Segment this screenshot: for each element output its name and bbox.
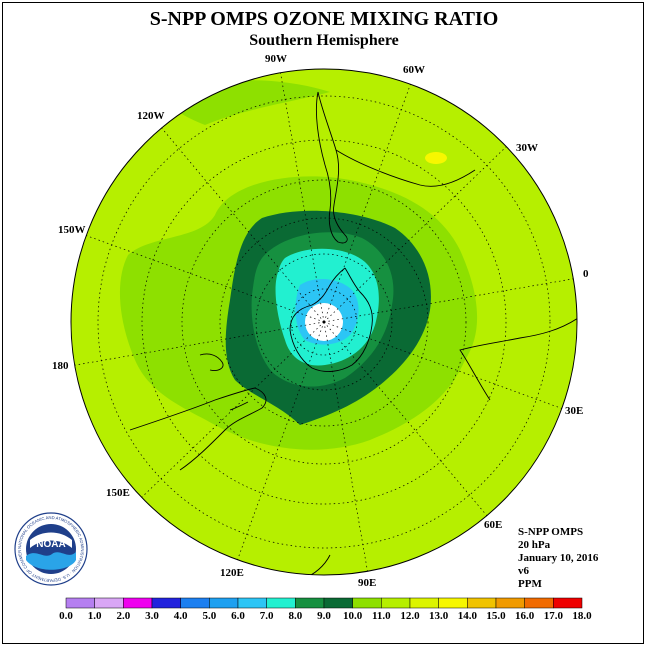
colorbar-tick-label: 10.0 xyxy=(343,610,363,622)
colorbar-swatch xyxy=(209,597,239,609)
colorbar-swatch xyxy=(266,597,296,609)
colorbar-swatch xyxy=(180,597,210,609)
lon-label-120e: 120E xyxy=(220,567,244,579)
colorbar: 0.0 1.0 2.0 3.0 4.0 5.0 6.0 7.0 8.0 9.0 10.0 11.0 12… xyxy=(59,597,592,622)
info-units: PPM xyxy=(518,578,542,590)
lon-label-60e: 60E xyxy=(484,519,502,531)
colorbar-swatch xyxy=(553,597,583,609)
meridians xyxy=(71,69,577,575)
latitude-circles xyxy=(97,95,551,549)
colorbar-tick-label: 14.0 xyxy=(458,610,478,622)
colorbar-tick-label: 6.0 xyxy=(231,610,245,622)
lon-label-180: 180 xyxy=(52,360,69,372)
info-level: 20 hPa xyxy=(518,539,551,551)
lon-label-150w: 150W xyxy=(58,224,86,236)
lon-label-120w: 120W xyxy=(137,110,165,122)
colorbar-swatch xyxy=(524,597,554,609)
colorbar-tick-label: 0.0 xyxy=(59,610,73,622)
colorbar-swatch xyxy=(151,597,181,609)
map-subtitle: Southern Hemisphere xyxy=(249,32,399,49)
colorbar-tick-label: 13.0 xyxy=(429,610,449,622)
lon-label-60w: 60W xyxy=(403,64,425,76)
colorbar-swatch xyxy=(65,597,95,609)
lon-label-0: 0 xyxy=(583,268,589,280)
colorbar-swatch xyxy=(438,597,468,609)
colorbar-swatch xyxy=(94,597,124,609)
info-block: S-NPP OMPS 20 hPa January 10, 2016 v6 PP… xyxy=(518,526,598,591)
colorbar-tick-label: 18.0 xyxy=(572,610,592,622)
colorbar-swatch xyxy=(237,597,267,609)
ozone-field xyxy=(71,69,577,575)
colorbar-swatch xyxy=(123,597,153,609)
colorbar-tick-label: 9.0 xyxy=(317,610,331,622)
colorbar-tick-label: 8.0 xyxy=(288,610,302,622)
lon-label-90e: 90E xyxy=(358,577,376,589)
info-date: January 10, 2016 xyxy=(518,552,599,564)
colorbar-swatch xyxy=(467,597,497,609)
logo-text: NOAA xyxy=(36,539,65,550)
colorbar-tick-label: 17.0 xyxy=(544,610,564,622)
colorbar-tick-label: 7.0 xyxy=(260,610,274,622)
colorbar-swatch xyxy=(352,597,382,609)
colorbar-tick-label: 11.0 xyxy=(372,610,391,622)
colorbar-tick-label: 5.0 xyxy=(202,610,216,622)
colorbar-swatch xyxy=(323,597,353,609)
lon-label-150e: 150E xyxy=(106,487,130,499)
colorbar-tick-label: 15.0 xyxy=(486,610,506,622)
coastlines xyxy=(129,91,577,575)
info-instrument: S-NPP OMPS xyxy=(518,526,584,538)
logo-ring-text: NATIONAL OCEANIC AND ATMOSPHERIC ADMINIS… xyxy=(0,0,85,583)
colorbar-tick-label: 4.0 xyxy=(174,610,188,622)
colorbar-swatch xyxy=(409,597,439,609)
colorbar-tick-label: 2.0 xyxy=(116,610,130,622)
colorbar-tick-label: 16.0 xyxy=(515,610,535,622)
lon-label-30w: 30W xyxy=(516,142,538,154)
colorbar-tick-label: 1.0 xyxy=(88,610,102,622)
south-pole-dot xyxy=(322,320,326,324)
colorbar-tick-label: 12.0 xyxy=(400,610,420,622)
colorbar-swatch xyxy=(381,597,411,609)
lon-label-90w: 90W xyxy=(265,53,287,65)
lon-label-30e: 30E xyxy=(565,405,583,417)
svg-text:NATIONAL OCEANIC AND ATMOSPHER: NATIONAL OCEANIC AND ATMOSPHERIC ADMINIS… xyxy=(0,0,85,583)
colorbar-swatch xyxy=(295,597,325,609)
map-title: S-NPP OMPS OZONE MIXING RATIO xyxy=(149,8,499,30)
map-boundary xyxy=(70,68,578,576)
colorbar-tick-label: 3.0 xyxy=(145,610,159,622)
colorbar-swatch xyxy=(495,597,525,609)
info-version: v6 xyxy=(518,565,529,577)
field-level-13-patch xyxy=(425,152,447,164)
